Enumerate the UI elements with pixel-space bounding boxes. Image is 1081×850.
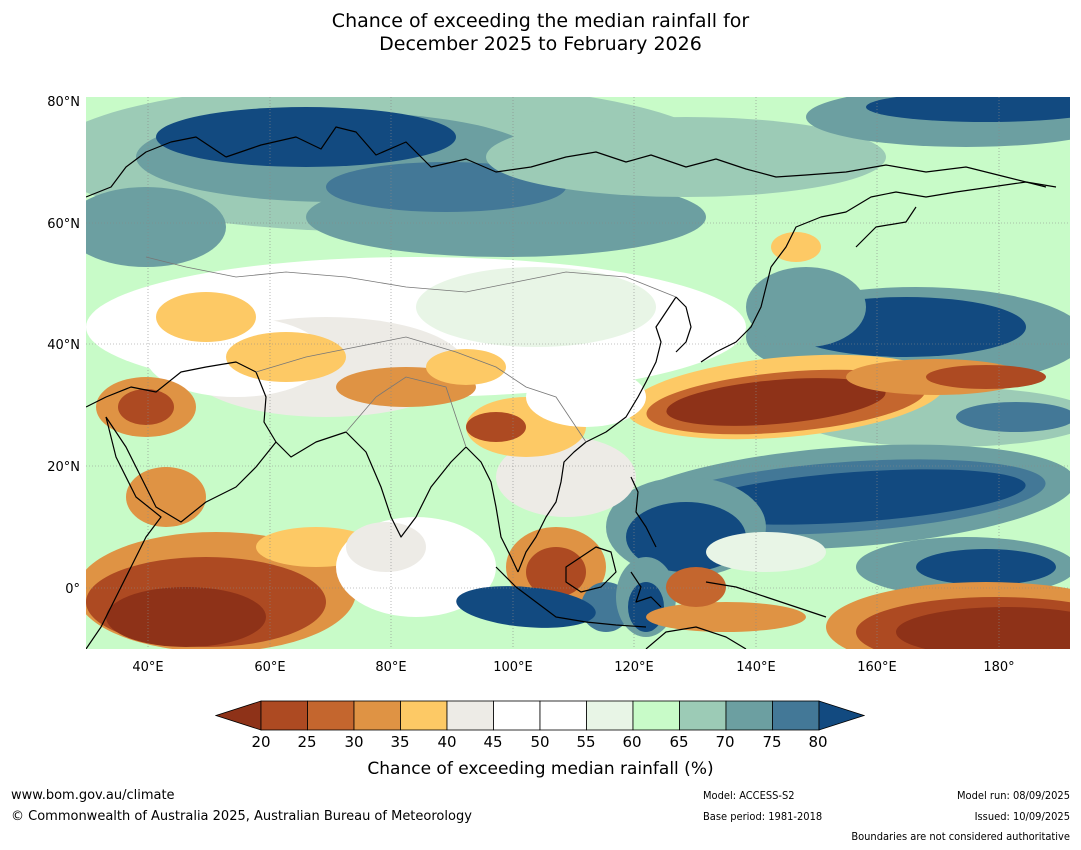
title-line-1: Chance of exceeding the median rainfall … (331, 10, 750, 32)
website-link[interactable]: www.bom.gov.au/climate (11, 788, 175, 803)
rainfall-region (156, 292, 256, 342)
colorbar-svg (214, 700, 866, 731)
lon-label-120e: 120°E (614, 660, 654, 675)
rainfall-region (916, 549, 1056, 585)
lon-label-100e: 100°E (493, 660, 533, 675)
model-run-text: Model run: 08/09/2025 (957, 789, 1070, 802)
colorbar-tick: 80 (808, 733, 828, 751)
lon-label-180: 180° (983, 660, 1015, 675)
rainfall-region (666, 567, 726, 607)
rainfall-region (466, 412, 526, 442)
colorbar-label: Chance of exceeding median rainfall (%) (367, 759, 714, 779)
rainfall-region (156, 107, 456, 167)
chart-title: Chance of exceeding the median rainfall … (0, 10, 1081, 56)
rainfall-region (926, 365, 1046, 389)
rainfall-region (226, 332, 346, 382)
colorbar-tick: 35 (390, 733, 410, 751)
lat-label-60n: 60°N (47, 217, 80, 232)
disclaimer-text: Boundaries are not considered authoritat… (851, 830, 1070, 843)
title-line-2: December 2025 to February 2026 (379, 33, 702, 55)
colorbar-tick: 60 (622, 733, 642, 751)
rainfall-region (346, 522, 426, 572)
rainfall-region (526, 367, 646, 427)
colorbar-segment (353, 700, 401, 731)
colorbar-tick: 40 (437, 733, 457, 751)
rainfall-region (118, 389, 174, 425)
colorbar-tick: 50 (530, 733, 550, 751)
colorbar-segment (493, 700, 541, 731)
rainfall-region (746, 267, 866, 347)
rainfall-region (496, 437, 636, 517)
lon-label-160e: 160°E (857, 660, 897, 675)
colorbar-tick: 25 (297, 733, 317, 751)
copyright-text: © Commonwealth of Australia 2025, Austra… (11, 809, 472, 824)
colorbar-arrow-low (214, 700, 262, 731)
lat-label-40n: 40°N (47, 338, 80, 353)
lon-label-60e: 60°E (254, 660, 286, 675)
colorbar-tick: 55 (576, 733, 596, 751)
rainfall-region (956, 402, 1070, 432)
rainfall-region (486, 117, 886, 197)
rainfall-region (86, 187, 226, 267)
rainfall-region (106, 587, 266, 647)
colorbar-segment (307, 700, 355, 731)
rainfall-region (706, 532, 826, 572)
rainfall-map (86, 97, 1070, 649)
colorbar-tick: 65 (669, 733, 689, 751)
lat-label-20n: 20°N (47, 460, 80, 475)
colorbar-segment (679, 700, 727, 731)
colorbar-segment (772, 700, 820, 731)
colorbar-tick: 45 (483, 733, 503, 751)
issued-text: Issued: 10/09/2025 (974, 810, 1070, 823)
rainfall-region (526, 547, 586, 597)
rainfall-region (866, 97, 1070, 122)
colorbar-segment (400, 700, 448, 731)
colorbar-tick: 20 (251, 733, 271, 751)
colorbar-tick: 70 (715, 733, 735, 751)
rainfall-region (416, 267, 656, 347)
rainfall-region (126, 467, 206, 527)
rainfall-region (646, 602, 806, 632)
model-text: Model: ACCESS-S2 (703, 789, 795, 802)
colorbar-tick: 30 (344, 733, 364, 751)
rainfall-region (666, 378, 886, 426)
colorbar-tick: 75 (762, 733, 782, 751)
colorbar-segment (586, 700, 634, 731)
lon-label-140e: 140°E (736, 660, 776, 675)
colorbar-arrow-high (818, 700, 866, 731)
rainfall-region (771, 232, 821, 262)
rainfall-region (896, 607, 1070, 649)
rainfall-region (326, 162, 566, 212)
colorbar-segment (260, 700, 308, 731)
colorbar-segment (539, 700, 587, 731)
lat-label-0: 0° (65, 582, 80, 597)
lat-label-80n: 80°N (47, 95, 80, 110)
colorbar-segment (632, 700, 680, 731)
rainfall-map-svg (86, 97, 1070, 649)
colorbar-segment (725, 700, 773, 731)
rainfall-region (426, 349, 506, 385)
colorbar-segment (446, 700, 494, 731)
base-period-text: Base period: 1981-2018 (703, 810, 823, 823)
lon-label-40e: 40°E (132, 660, 164, 675)
lon-label-80e: 80°E (375, 660, 407, 675)
colorbar (214, 700, 866, 732)
rainfall-region (686, 469, 1026, 525)
